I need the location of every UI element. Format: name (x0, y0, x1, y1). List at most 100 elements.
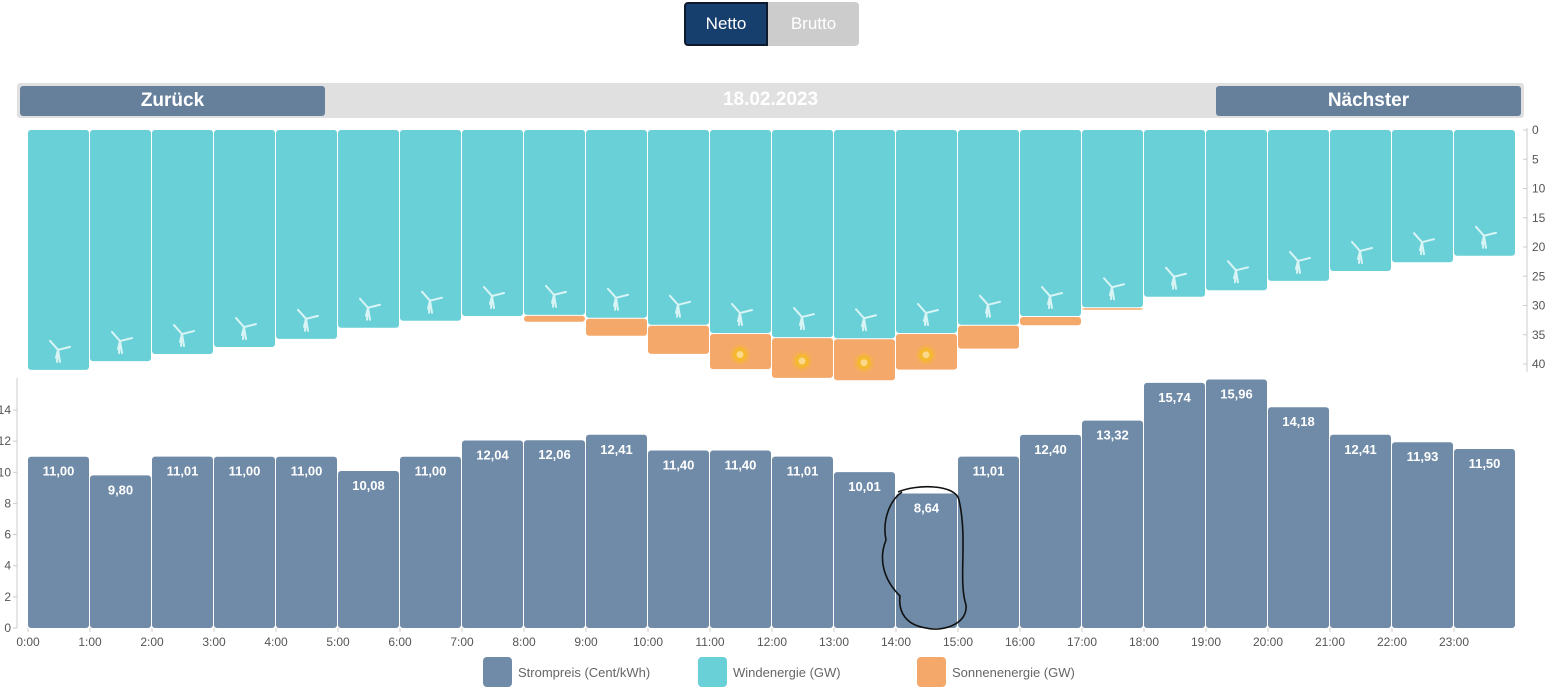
turbine-blade (553, 290, 567, 296)
brutto-button[interactable]: Brutto (768, 2, 859, 46)
turbine-blade (677, 300, 691, 306)
price-bar (400, 456, 461, 628)
legend-swatch-wind (698, 657, 727, 687)
turbine-blade (359, 297, 369, 309)
turbine-blade (1227, 260, 1237, 272)
x-tick-label: 8:00 (512, 635, 536, 649)
top-y-tick-label: 0 (1532, 123, 1539, 137)
wind-bar (524, 130, 585, 315)
turbine-blade (799, 316, 803, 327)
price-bar (1330, 434, 1391, 628)
turbine-blade (1421, 238, 1435, 244)
price-bar (1020, 434, 1081, 628)
current-date: 18.02.2023 (722, 89, 819, 110)
turbine-blade (615, 293, 629, 299)
price-bar (1392, 442, 1453, 628)
turbine-blade (985, 303, 989, 314)
price-y-tick-label: 4 (4, 559, 11, 573)
next-day-button[interactable]: Nächster (1216, 86, 1521, 116)
x-tick-label: 15:00 (943, 635, 973, 649)
turbine-blade (1173, 272, 1187, 278)
price-bar (28, 456, 89, 628)
turbine-blade (923, 311, 927, 322)
turbine-blade (861, 317, 865, 328)
wind-bar (90, 130, 151, 362)
price-bar (524, 440, 585, 628)
price-bar-label: 12,41 (1344, 442, 1377, 457)
price-y-tick-label: 6 (4, 528, 11, 542)
price-bar (152, 456, 213, 628)
wind-bar (586, 130, 647, 318)
x-tick-label: 6:00 (388, 635, 412, 649)
legend-label: Windenergie (GW) (733, 664, 841, 680)
turbine-blade (607, 287, 617, 299)
x-tick-label: 10:00 (633, 635, 663, 649)
turbine-blade (863, 314, 877, 320)
wind-turbine-icon (1289, 250, 1311, 274)
price-bar (276, 456, 337, 628)
top-y-tick-label: 20 (1532, 240, 1546, 254)
price-bar (1144, 382, 1205, 628)
price-bar (1268, 407, 1329, 628)
price-bar-label: 9,80 (108, 482, 133, 497)
turbine-blade (731, 302, 741, 314)
x-tick-label: 3:00 (202, 635, 226, 649)
x-tick-label: 11:00 (695, 635, 724, 649)
price-bar-label: 11,00 (291, 464, 323, 479)
top-y-tick-label: 5 (1532, 152, 1539, 166)
turbine-blade (925, 308, 939, 314)
price-bar-label: 11,50 (1469, 456, 1501, 471)
top-y-tick-label: 15 (1532, 211, 1546, 225)
legend: Strompreis (Cent/kWh) Windenergie (GW) S… (0, 657, 1556, 687)
turbine-blade (1049, 292, 1063, 298)
turbine-blade (427, 299, 431, 310)
wind-turbine-icon (111, 331, 133, 355)
turbine-blade (1047, 295, 1051, 306)
solar-bar (1020, 317, 1081, 326)
wind-turbine-icon (793, 307, 815, 331)
legend-label: Sonnenenergie (GW) (952, 664, 1075, 680)
turbine-blade (855, 308, 865, 320)
price-y-tick-label: 14 (0, 403, 11, 417)
turbine-blade (917, 302, 927, 314)
x-tick-label: 20:00 (1253, 635, 1283, 649)
turbine-blade (117, 340, 121, 351)
price-bar-label: 12,41 (600, 442, 633, 457)
turbine-blade (613, 296, 617, 307)
price-bar (338, 471, 399, 628)
turbine-blade (491, 292, 505, 298)
solar-bar (524, 315, 585, 322)
turbine-blade (1235, 266, 1249, 272)
turbine-blade (1419, 241, 1423, 252)
price-bar-label: 11,01 (167, 464, 199, 479)
wind-bar (1082, 130, 1143, 308)
sun-core (922, 351, 930, 359)
x-tick-label: 4:00 (264, 635, 288, 649)
wind-bar (1020, 130, 1081, 317)
wind-turbine-icon (669, 294, 691, 318)
x-tick-label: 5:00 (326, 635, 350, 649)
wind-bar (1392, 130, 1453, 263)
price-y-tick-label: 0 (4, 621, 11, 635)
price-bar-label: 11,40 (725, 458, 757, 473)
wind-turbine-icon (607, 287, 629, 311)
legend-item-price[interactable]: Strompreis (Cent/kWh) (483, 657, 650, 687)
wind-bar (710, 130, 771, 333)
x-tick-label: 19:00 (1191, 635, 1221, 649)
legend-item-solar[interactable]: Sonnenenergie (GW) (917, 657, 1075, 687)
turbine-blade (1357, 249, 1361, 260)
turbine-blade (367, 303, 381, 309)
turbine-blade (1351, 240, 1361, 252)
x-tick-label: 17:00 (1067, 635, 1097, 649)
netto-button[interactable]: Netto (684, 2, 768, 46)
turbine-blade (551, 293, 555, 304)
wind-turbine-icon (979, 294, 1001, 318)
wind-turbine-icon (173, 324, 195, 348)
legend-item-wind[interactable]: Windenergie (GW) (698, 657, 841, 687)
price-bar-label: 8,64 (914, 500, 940, 515)
turbine-blade (421, 290, 431, 302)
price-bar (462, 440, 523, 628)
previous-day-button[interactable]: Zurück (20, 86, 325, 116)
price-bar (772, 456, 833, 628)
wind-bar (1144, 130, 1205, 297)
